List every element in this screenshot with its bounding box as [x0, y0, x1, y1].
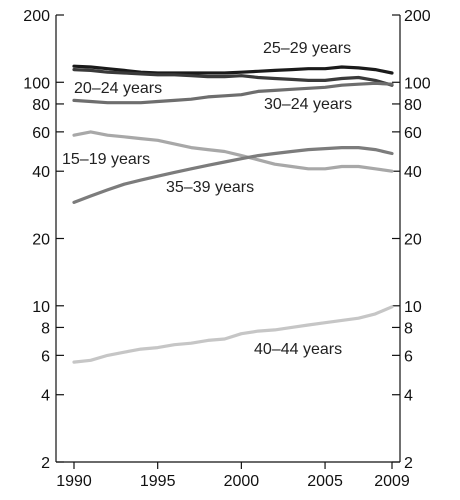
axis-ticks: 2 2 4 4 6 6 8 8 10 10 20 20 40 40 60 60 80 80 100 100 200 200… [23, 8, 431, 490]
y-tick-label-left: 2 [41, 455, 50, 472]
y-tick-label-right: 10 [404, 299, 422, 316]
series-label-5: 40–44 years [254, 341, 342, 358]
y-tick-label-right: 2 [404, 455, 413, 472]
series-lines [72, 64, 394, 364]
y-tick-label-right: 100 [404, 75, 431, 92]
x-tick-label: 1990 [56, 473, 92, 490]
y-tick-label-right: 8 [404, 320, 413, 337]
x-tick-label: 1995 [140, 473, 176, 490]
series-line-5 [72, 305, 394, 364]
y-tick-label-right: 4 [404, 388, 413, 405]
y-tick-label-left: 100 [23, 75, 50, 92]
y-tick-label-left: 10 [32, 299, 50, 316]
y-tick-label-left: 60 [32, 125, 50, 142]
y-tick-label-right: 20 [404, 232, 422, 249]
y-tick-label-right: 40 [404, 164, 422, 181]
series-line-3 [72, 130, 394, 173]
y-tick-label-left: 4 [41, 388, 50, 405]
x-tick-label: 2005 [307, 473, 343, 490]
series-label-4: 35–39 years [166, 179, 254, 196]
series-labels: 25–29 years 20–24 years 30–24 years 15–19 y… [62, 40, 352, 358]
y-tick-label-right: 200 [404, 8, 431, 25]
series-label-1: 20–24 years [74, 80, 162, 97]
y-tick-label-left: 200 [23, 8, 50, 25]
y-tick-label-right: 60 [404, 125, 422, 142]
series-line-2 [72, 81, 394, 105]
series-line-0 [72, 64, 394, 75]
series-line-1 [72, 67, 394, 87]
y-tick-label-right: 6 [404, 348, 413, 365]
y-tick-label-right: 80 [404, 97, 422, 114]
y-tick-label-left: 8 [41, 320, 50, 337]
series-label-0: 25–29 years [263, 40, 351, 57]
y-tick-label-left: 40 [32, 164, 50, 181]
y-tick-label-left: 80 [32, 97, 50, 114]
series-line-4 [72, 146, 394, 204]
series-label-2: 30–24 years [264, 96, 352, 113]
x-tick-label: 2000 [224, 473, 260, 490]
y-tick-label-left: 20 [32, 232, 50, 249]
y-tick-label-left: 6 [41, 348, 50, 365]
x-tick-label: 2009 [374, 473, 410, 490]
series-label-3: 15–19 years [62, 151, 150, 168]
